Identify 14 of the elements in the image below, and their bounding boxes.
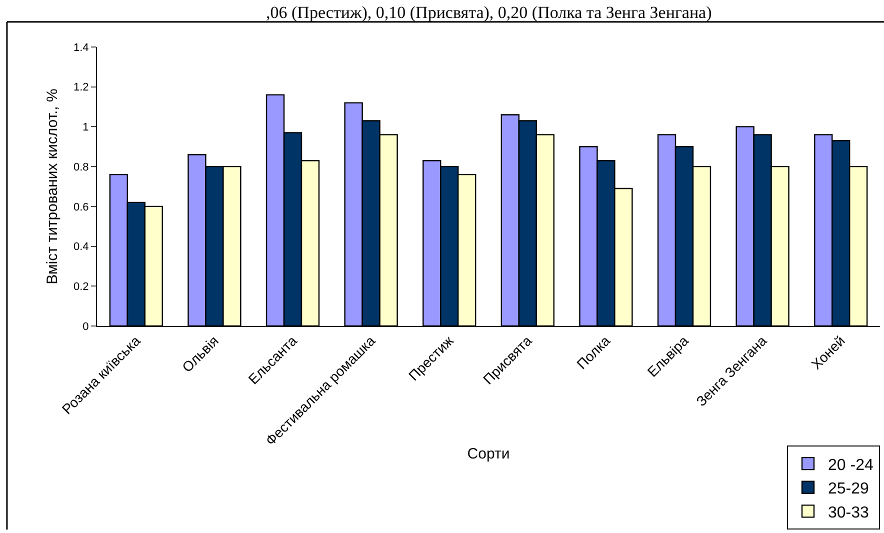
y-axis-title: Вміст титрованих кислот., % <box>44 88 61 284</box>
text: ,06 (Престиж), 0,10 (Присвята), 0,20 (Полка та Зенга Зенгана) <box>266 3 712 22</box>
y-tick-label: 0.8 <box>74 161 89 174</box>
y-tick-label: 0.4 <box>74 241 89 254</box>
y-tick-label: 0.2 <box>74 280 89 293</box>
legend-label: 30-33 <box>828 504 870 522</box>
y-tick-label: 1.2 <box>74 82 89 94</box>
x-axis-title: Сорти <box>467 446 510 463</box>
legend-label: 25-29 <box>828 480 870 498</box>
legend-label: 20 -24 <box>828 456 874 474</box>
y-tick-label: 0 <box>82 320 89 333</box>
y-tick-label: 0.6 <box>74 201 89 214</box>
y-tick-label: 1.4 <box>74 42 89 54</box>
y-tick-label: 1 <box>82 122 89 134</box>
